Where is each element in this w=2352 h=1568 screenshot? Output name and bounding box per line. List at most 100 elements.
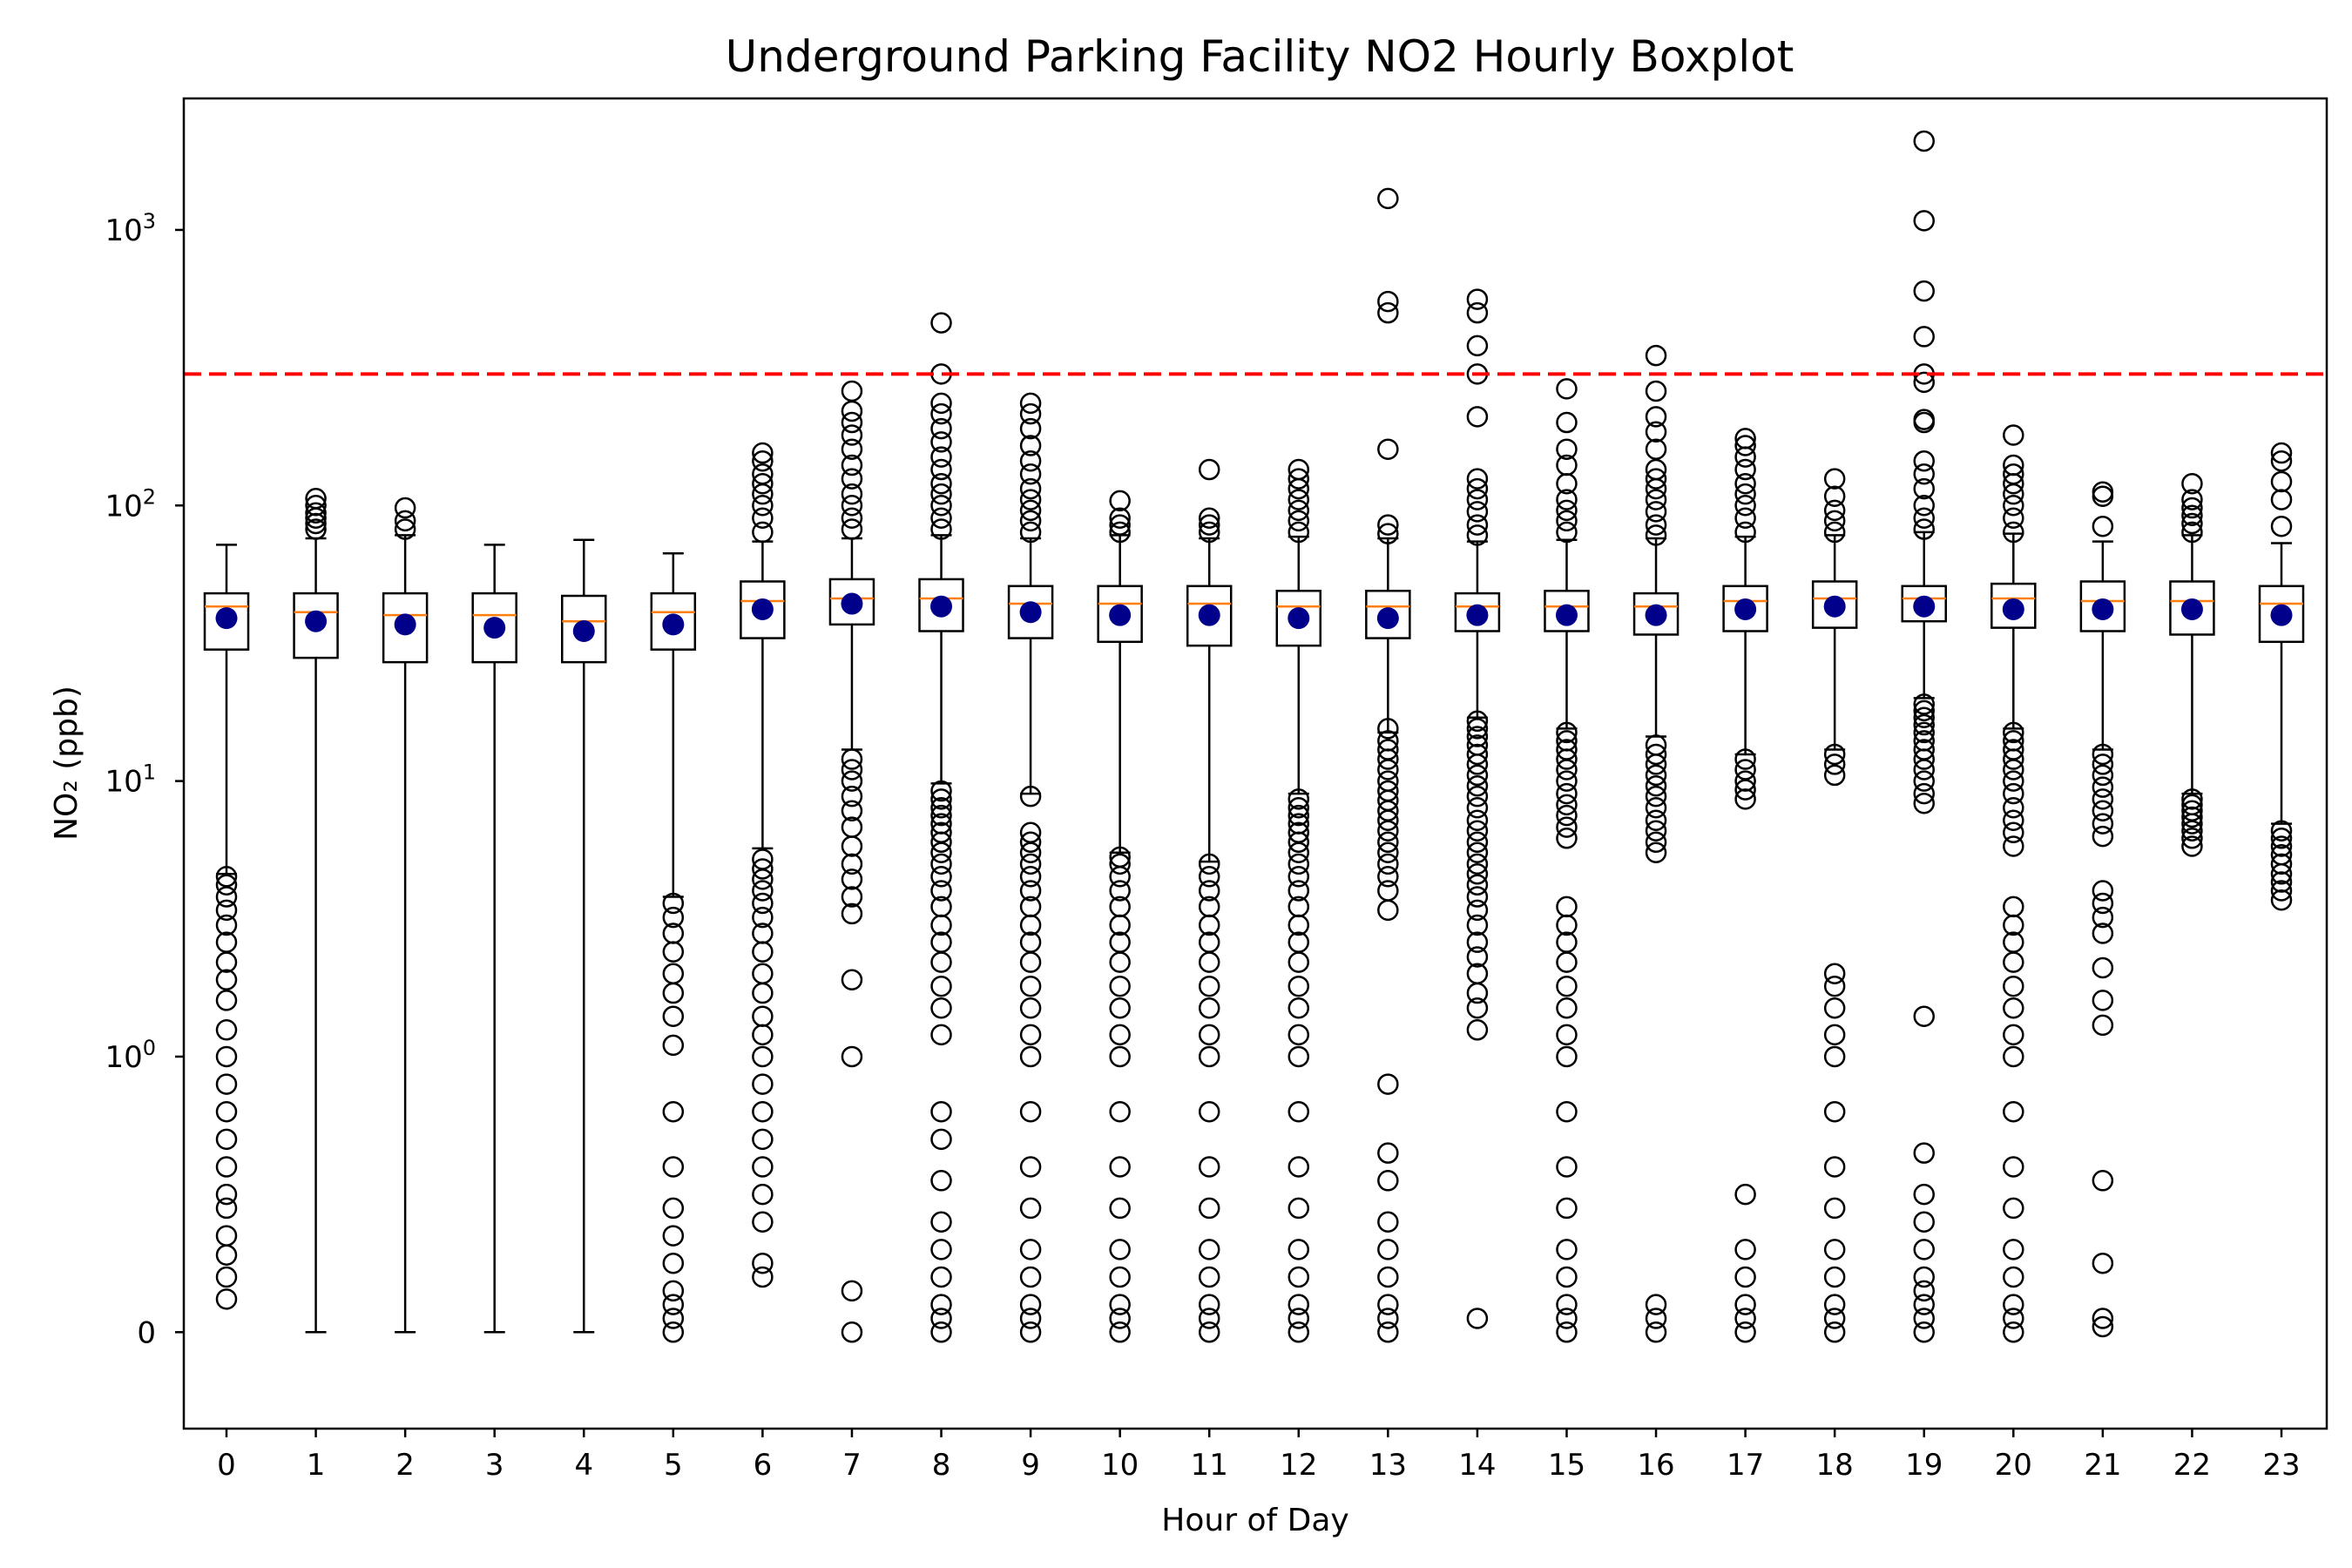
outlier-point [1466, 734, 1489, 756]
mean-marker [1645, 604, 1667, 626]
outlier-point [2092, 485, 2114, 507]
mean-marker [215, 607, 238, 630]
outlier-point [1198, 521, 1220, 544]
outlier-point [1198, 1100, 1220, 1123]
outlier-point [1377, 514, 1399, 536]
outlier-point [1019, 449, 1042, 472]
outlier-point [1288, 499, 1310, 522]
outlier-point [752, 982, 774, 1004]
outlier-point [1913, 730, 1935, 752]
outlier-point [1288, 510, 1310, 532]
outlier-point [2270, 871, 2293, 893]
outlier-point [1556, 510, 1578, 532]
outlier-point [215, 874, 238, 896]
outlier-point [1019, 1308, 1042, 1329]
outlier-point [1198, 866, 1220, 888]
x-tick-label: 10 [1101, 1448, 1139, 1483]
mean-marker [662, 613, 685, 636]
outlier-point [1198, 853, 1220, 875]
outlier-point [1019, 896, 1042, 918]
outlier-point [1198, 1239, 1220, 1260]
outlier-point [662, 1156, 685, 1178]
outlier-point [662, 963, 685, 984]
outlier-point [752, 858, 774, 880]
outlier-point [1556, 975, 1578, 997]
outlier-point [1913, 130, 1935, 152]
outlier-point [1556, 804, 1578, 827]
outlier-point [2092, 1014, 2114, 1037]
outlier-point [841, 438, 863, 460]
outlier-point [1019, 417, 1042, 440]
x-tick-label: 2 [395, 1448, 415, 1483]
box [740, 580, 786, 639]
y-tick-label: 102 [105, 484, 156, 524]
outlier-point [1377, 290, 1399, 313]
outlier-point [1466, 997, 1489, 1019]
outlier-point [1377, 730, 1399, 752]
outlier-point [1913, 782, 1935, 805]
outlier-point [752, 442, 774, 464]
box-group-hour-23 [2258, 442, 2305, 911]
outlier-point [1645, 1294, 1667, 1315]
outlier-point [1019, 931, 1042, 953]
mean-marker [751, 598, 774, 620]
outlier-point [1556, 521, 1578, 544]
outlier-point [662, 1197, 685, 1220]
outlier-point [215, 1128, 238, 1151]
outlier-point [305, 518, 327, 540]
outlier-point [930, 402, 952, 425]
outlier-point [1377, 899, 1399, 922]
outlier-point [1556, 1308, 1578, 1329]
outlier-point [1645, 1321, 1667, 1343]
outlier-point [1645, 774, 1667, 797]
outlier-point [1377, 1211, 1399, 1233]
outlier-point [1645, 489, 1667, 510]
outlier-point [1734, 1266, 1756, 1288]
outlier-point [1645, 514, 1667, 536]
outlier-point [1913, 477, 1935, 500]
x-tick-label: 14 [1458, 1448, 1496, 1483]
outlier-point [215, 990, 238, 1011]
outlier-point [752, 495, 774, 517]
outlier-point [1377, 866, 1399, 888]
outlier-point [2003, 1197, 2024, 1220]
outlier-point [215, 1244, 238, 1266]
mean-marker [305, 610, 328, 632]
outlier-point [841, 835, 863, 857]
outlier-point [1019, 853, 1042, 875]
outlier-point [1556, 499, 1578, 522]
outlier-point [1556, 1266, 1578, 1288]
outlier-point [1913, 721, 1935, 744]
outlier-point [1109, 1045, 1131, 1068]
outlier-point [2003, 521, 2024, 544]
outlier-point [1556, 782, 1578, 805]
plot-area [184, 130, 2327, 1343]
outlier-point [2003, 770, 2024, 792]
outlier-point [1198, 1294, 1220, 1315]
outlier-point [1823, 510, 1846, 532]
outlier-point [2092, 813, 2114, 835]
outlier-point [1556, 896, 1578, 918]
outlier-point [1019, 521, 1042, 544]
outlier-point [2003, 1294, 2024, 1315]
outlier-point [1645, 764, 1667, 787]
outlier-point [2270, 880, 2293, 902]
outlier-point [1019, 880, 1042, 902]
outlier-point [2003, 1024, 2024, 1046]
outlier-point [1556, 1100, 1578, 1123]
outlier-point [841, 816, 863, 838]
outlier-point [1466, 301, 1489, 324]
outlier-point [2270, 515, 2293, 537]
outlier-point [2181, 497, 2203, 519]
outlier-point [1377, 718, 1399, 740]
outlier-point [2003, 809, 2024, 831]
outlier-point [2270, 828, 2293, 849]
outlier-point [662, 892, 685, 915]
outlier-point [1109, 1100, 1131, 1123]
outlier-point [1198, 1024, 1220, 1046]
outlier-point [930, 1100, 952, 1123]
outlier-point [1109, 490, 1131, 512]
outlier-point [2003, 495, 2024, 517]
outlier-point [930, 518, 952, 540]
outlier-point [2003, 797, 2024, 819]
